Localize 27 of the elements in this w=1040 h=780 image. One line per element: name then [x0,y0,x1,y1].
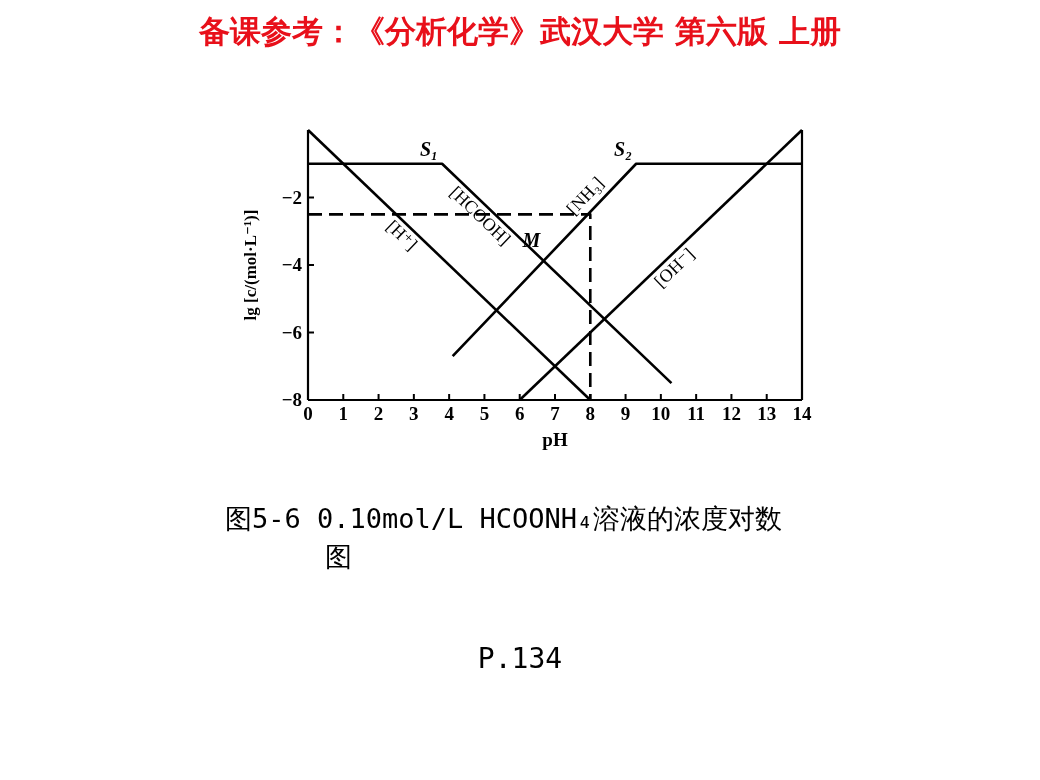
x-tick-label: 1 [338,403,349,424]
annotation: S₁ [419,137,439,160]
x-tick-label: 3 [409,403,419,424]
annotation: M [521,228,542,251]
x-tick-label: 14 [792,403,812,424]
text: P.134 [477,642,563,675]
y-tick-label: −8 [281,389,302,410]
caption: 图5-6 0.10mol/L HCOONH₄溶液的浓度对数图 [225,502,784,574]
x-tick-label: 7 [550,403,561,424]
x-tick-label: 0 [303,403,313,424]
x-tick-label: 13 [757,403,777,424]
chart-title: 备课参考：《分析化学》武汉大学 第六版 上册 [198,13,841,49]
x-axis-title: pH [542,429,568,450]
x-tick-label: 4 [444,403,455,424]
x-tick-label: 6 [514,403,525,424]
x-tick-label: 8 [585,403,596,424]
x-tick-label: 9 [620,403,631,424]
y-tick-label: −4 [281,254,303,275]
x-tick-label: 11 [687,403,706,424]
annotation: S₂ [614,137,633,160]
x-tick-label: 5 [479,403,490,424]
x-tick-label: 2 [373,403,384,424]
y-tick-label: −6 [281,321,302,343]
x-tick-label: 10 [651,403,671,424]
y-tick-label: −2 [281,186,302,208]
x-tick-label: 12 [721,403,741,424]
y-axis-title: lg [c/(mol·L⁻¹)] [241,209,260,321]
